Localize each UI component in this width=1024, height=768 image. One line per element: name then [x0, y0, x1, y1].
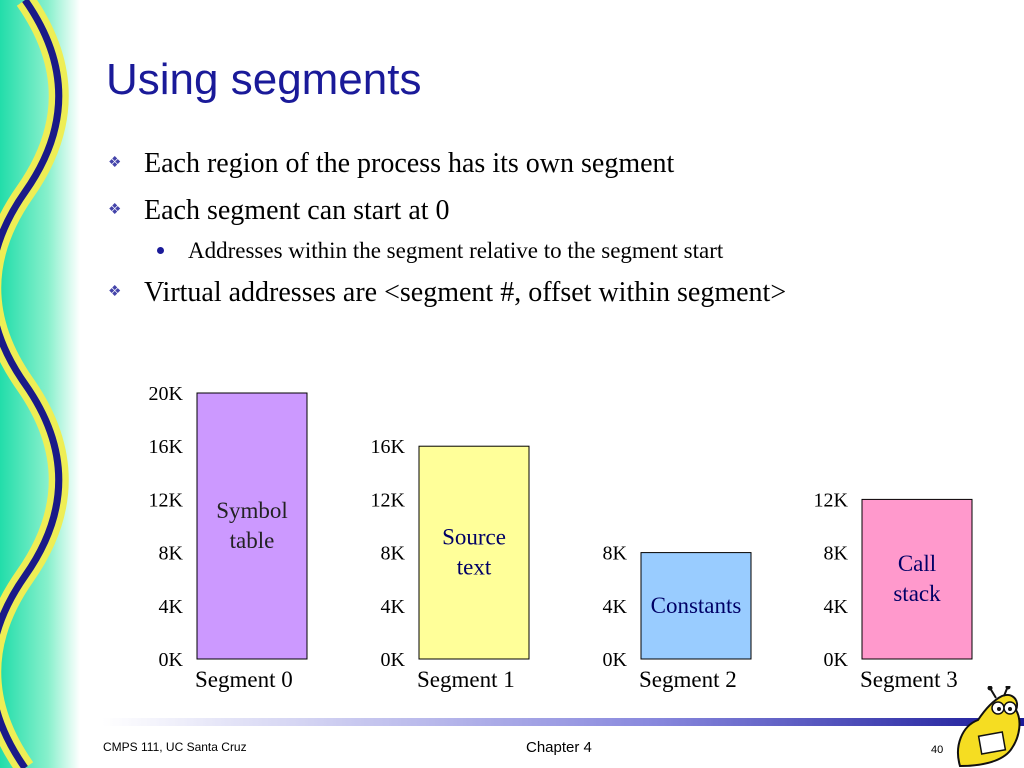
slide-title: Using segments: [106, 55, 422, 104]
decorative-side-wave: [0, 0, 80, 768]
segment-0-name: Segment 0: [195, 667, 293, 692]
diamond-bullet-icon: ❖: [108, 284, 122, 300]
segment-0-content-label: Symbol: [216, 498, 288, 523]
slug-mascot-icon: [957, 686, 1021, 768]
segment-3-content-label: Call: [898, 551, 936, 576]
segment-3-name: Segment 3: [860, 667, 958, 692]
bullet-1: Each region of the process has its own s…: [144, 148, 675, 179]
footer-rule: [102, 718, 1024, 726]
segment-1-block: [418, 445, 530, 660]
footer-chapter: Chapter 4: [526, 739, 592, 756]
segment-0-tick-label: 0K: [159, 649, 184, 671]
segment-3-tick-label: 4K: [824, 596, 849, 618]
segment-0-content-label: table: [230, 528, 275, 553]
segment-0-tick-label: 20K: [149, 383, 184, 405]
segment-1-tick-label: 8K: [381, 543, 406, 565]
bullet-3: Virtual addresses are <segment #, offset…: [144, 277, 787, 308]
segment-2-tick-label: 0K: [603, 649, 628, 671]
segment-0-block: [196, 392, 308, 660]
segment-1-tick-label: 16K: [371, 436, 406, 458]
segment-1-content-label: text: [457, 555, 492, 580]
segment-0-tick-label: 8K: [159, 543, 184, 565]
segment-3-tick-label: 0K: [824, 649, 849, 671]
segment-3-tick-label: 8K: [824, 543, 849, 565]
bullet-2: Each segment can start at 0: [144, 195, 450, 226]
segment-2-block: [640, 552, 752, 660]
footer-course: CMPS 111, UC Santa Cruz: [103, 740, 247, 754]
segment-1-tick-label: 12K: [371, 489, 406, 511]
segment-3-block: [861, 498, 973, 660]
dot-bullet-icon: [157, 247, 164, 254]
segment-3-content-label: stack: [893, 581, 941, 606]
diamond-bullet-icon: ❖: [108, 202, 122, 218]
sub-bullet-1: Addresses within the segment relative to…: [188, 238, 724, 263]
segment-2-tick-label: 4K: [603, 596, 628, 618]
segment-1-tick-label: 0K: [381, 649, 406, 671]
segment-0-tick-label: 12K: [149, 489, 184, 511]
segment-1-tick-label: 4K: [381, 596, 406, 618]
segment-2-name: Segment 2: [639, 667, 737, 692]
segment-1-content-label: Source: [442, 525, 506, 550]
page-number: 40: [931, 744, 944, 756]
diamond-bullet-icon: ❖: [108, 155, 122, 171]
segment-1-name: Segment 1: [417, 667, 515, 692]
segment-0-tick-label: 4K: [159, 596, 184, 618]
segment-2-tick-label: 8K: [603, 543, 628, 565]
segment-2-content-label: Constants: [651, 593, 742, 618]
segment-3-tick-label: 12K: [814, 489, 849, 511]
segment-0-tick-label: 16K: [149, 436, 184, 458]
